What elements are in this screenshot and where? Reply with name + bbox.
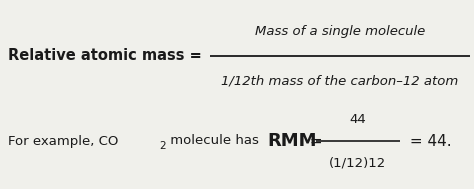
Text: Mass of a single molecule: Mass of a single molecule	[255, 25, 425, 38]
Text: 2: 2	[159, 141, 165, 151]
Text: RMM: RMM	[267, 132, 317, 150]
Text: (1/12)12: (1/12)12	[329, 156, 387, 169]
Text: For example, CO: For example, CO	[8, 135, 118, 147]
Text: =: =	[305, 133, 323, 149]
Text: molecule has: molecule has	[166, 135, 263, 147]
Text: Relative atomic mass =: Relative atomic mass =	[8, 49, 207, 64]
Text: = 44.: = 44.	[405, 133, 452, 149]
Text: 1/12th mass of the carbon–12 atom: 1/12th mass of the carbon–12 atom	[221, 74, 459, 87]
Text: 44: 44	[350, 113, 366, 126]
